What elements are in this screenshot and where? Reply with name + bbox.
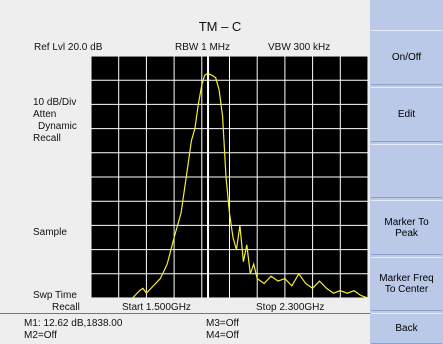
- marker-freq-to-center-button[interactable]: Marker Freq To Center: [371, 257, 442, 311]
- vbw-label: VBW 300 kHz: [268, 42, 331, 53]
- stop-freq: Stop 2.300GHz: [256, 302, 325, 313]
- edit-button[interactable]: Edit: [371, 87, 442, 142]
- spectrum-svg: [90, 55, 369, 299]
- spectrum-plot[interactable]: [90, 55, 369, 299]
- swp-recall-label: Recall: [52, 302, 80, 313]
- marker-to-peak-button[interactable]: Marker To Peak: [371, 200, 442, 255]
- dynamic-label: Dynamic: [38, 121, 77, 132]
- screen-title: TM – C: [198, 19, 242, 34]
- marker-m3-readout: M3=Off: [206, 318, 239, 329]
- rbw-label: RBW 1 MHz: [175, 42, 230, 53]
- blank-softkey[interactable]: [371, 144, 442, 198]
- marker-m1-readout: M1: 12.62 dB,1838.00: [24, 318, 123, 329]
- start-freq: Start 1.500GHz: [122, 302, 191, 313]
- swp-time-label: Swp Time: [33, 290, 77, 301]
- spectrum-trace: [91, 73, 369, 299]
- marker-m2-readout: M2=Off: [24, 330, 57, 341]
- on-off-button[interactable]: On/Off: [371, 30, 442, 85]
- grid: [90, 55, 369, 299]
- marker-m4-readout: M4=Off: [206, 330, 239, 341]
- atten-label: Atten: [33, 109, 57, 120]
- detector-label: Sample: [33, 227, 67, 238]
- ref-level-label: Ref Lvl 20.0 dB: [34, 42, 103, 53]
- recall-label: Recall: [33, 133, 61, 144]
- readout-separator: [0, 313, 370, 314]
- back-button[interactable]: Back: [371, 313, 442, 344]
- scale-label: 10 dB/Div: [33, 97, 77, 108]
